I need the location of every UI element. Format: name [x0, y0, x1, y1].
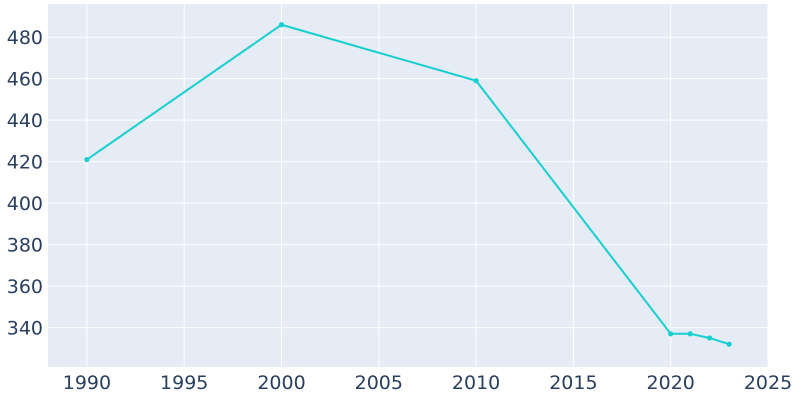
y-tick-label-440: 440: [7, 110, 43, 132]
x-tick-label-2015: 2015: [549, 372, 597, 394]
x-tick-label-2010: 2010: [452, 372, 500, 394]
data-point-2022: [707, 335, 713, 341]
data-point-2021: [687, 331, 693, 337]
x-tick-label-1990: 1990: [63, 372, 111, 394]
y-tick-label-420: 420: [7, 152, 43, 174]
y-tick-label-460: 460: [7, 69, 43, 91]
y-axis-tick-labels: 340 360 380 400 420 440 460 480: [7, 27, 43, 339]
x-tick-label-2020: 2020: [647, 372, 695, 394]
y-tick-label-480: 480: [7, 27, 43, 49]
data-point-2010: [473, 78, 479, 84]
x-tick-label-1995: 1995: [160, 372, 208, 394]
x-tick-label-2000: 2000: [257, 372, 305, 394]
plot-background: [48, 4, 768, 367]
x-tick-label-2005: 2005: [355, 372, 403, 394]
data-point-1990: [84, 156, 90, 163]
horizontal-gridlines: [48, 36, 768, 329]
data-point-2000: [278, 22, 285, 28]
y-tick-label-360: 360: [7, 276, 43, 298]
series-layer: [84, 22, 732, 347]
y-tick-label-400: 400: [7, 193, 43, 215]
x-tick-label-2025: 2025: [744, 372, 792, 394]
y-tick-label-380: 380: [7, 235, 43, 257]
data-point-2020: [668, 331, 674, 337]
vertical-gridlines: [86, 4, 769, 367]
x-axis-tick-labels: 1990 1995 2000 2005 2010 2015 2020 2025: [63, 372, 792, 394]
data-point-2023: [726, 341, 732, 347]
y-tick-label-340: 340: [7, 318, 43, 340]
